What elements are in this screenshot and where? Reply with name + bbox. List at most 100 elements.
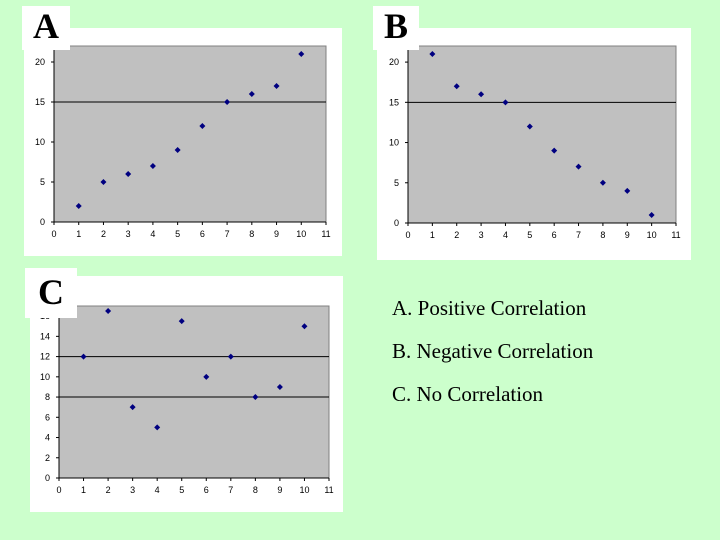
x-tick-label-b: 11 <box>671 230 680 240</box>
panel-label-b: B <box>373 6 419 50</box>
data-point-b <box>551 147 558 154</box>
chart-a-svg: 0 1 2 3 4 5 6 7 8 9 10 11 0 5 10 15 20 <box>35 45 331 239</box>
x-tick-label-b: 10 <box>647 230 657 240</box>
x-tick-label-a: 2 <box>101 229 106 239</box>
x-tick-label-a: 8 <box>249 229 254 239</box>
x-tick-label-a: 1 <box>76 229 81 239</box>
y-tick-label-b: 0 <box>394 218 399 228</box>
y-tick-label-c: 8 <box>45 392 50 402</box>
data-point-c <box>178 318 185 325</box>
panel-label-a: A <box>22 6 70 50</box>
y-tick-label-a: 20 <box>35 57 45 67</box>
x-tick-label-a: 7 <box>225 229 230 239</box>
x-tick-label-c: 4 <box>155 485 160 495</box>
plot-area-a <box>53 45 327 223</box>
data-point-a <box>149 163 156 169</box>
data-point-b <box>648 211 655 218</box>
x-tick-label-a: 9 <box>274 229 279 239</box>
x-tick-label-b: 4 <box>503 230 508 240</box>
x-tick-label-b: 1 <box>430 230 435 240</box>
data-point-c <box>129 404 136 411</box>
panel-label-c: C <box>25 268 77 318</box>
data-point-a <box>174 147 181 153</box>
y-tick-label-c: 10 <box>40 372 50 382</box>
y-tick-label-c: 2 <box>45 453 50 463</box>
legend-item-positive: A. Positive Correlation <box>392 296 587 320</box>
y-tick-label-b: 15 <box>389 97 399 107</box>
x-tick-label-a: 6 <box>200 229 205 239</box>
data-point-b <box>575 163 582 170</box>
data-point-c <box>105 308 112 315</box>
data-point-a <box>298 51 305 57</box>
chart-panel-b: 0 1 2 3 4 5 6 7 8 9 10 11 0 5 10 15 20 <box>377 28 691 260</box>
chart-b-svg: 0 1 2 3 4 5 6 7 8 9 10 11 0 5 10 15 20 <box>389 45 681 240</box>
data-point-b <box>599 179 606 186</box>
x-tick-label-c: 0 <box>56 485 61 495</box>
data-point-a <box>125 171 132 177</box>
y-tick-label-b: 20 <box>389 57 399 67</box>
data-point-b <box>526 123 533 130</box>
x-tick-label-b: 7 <box>576 230 581 240</box>
y-tick-label-c: 6 <box>45 412 50 422</box>
x-tick-label-c: 9 <box>277 485 282 495</box>
x-tick-label-a: 3 <box>126 229 131 239</box>
x-tick-label-c: 3 <box>130 485 135 495</box>
x-tick-label-c: 5 <box>179 485 184 495</box>
x-tick-label-b: 3 <box>479 230 484 240</box>
data-point-a <box>273 83 280 89</box>
y-tick-label-b: 5 <box>394 178 399 188</box>
x-tick-label-c: 10 <box>299 485 309 495</box>
data-point-c <box>203 373 210 380</box>
y-tick-label-a: 5 <box>40 177 45 187</box>
y-tick-label-c: 12 <box>40 352 50 362</box>
data-point-b <box>502 99 509 106</box>
x-tick-label-c: 6 <box>204 485 209 495</box>
x-tick-label-a: 4 <box>150 229 155 239</box>
data-point-a <box>199 123 206 129</box>
y-tick-label-c: 0 <box>45 473 50 483</box>
x-tick-label-a: 10 <box>296 229 306 239</box>
y-tick-label-c: 4 <box>45 433 50 443</box>
chart-c-svg: 012345678910110246810121416 <box>40 305 334 495</box>
data-point-a <box>224 99 231 105</box>
y-tick-label-c: 14 <box>40 331 50 341</box>
x-tick-label-c: 2 <box>106 485 111 495</box>
x-tick-label-a: 11 <box>321 229 330 239</box>
x-tick-label-b: 0 <box>405 230 410 240</box>
correlation-legend: A. Positive Correlation B. Negative Corr… <box>392 294 593 423</box>
y-tick-label-a: 0 <box>40 217 45 227</box>
x-tick-label-c: 7 <box>228 485 233 495</box>
x-tick-label-c: 11 <box>324 485 333 495</box>
x-tick-label-a: 0 <box>51 229 56 239</box>
legend-item-negative: B. Negative Correlation <box>392 339 594 363</box>
chart-panel-a: 0 1 2 3 4 5 6 7 8 9 10 11 0 5 10 15 20 <box>24 28 342 256</box>
data-point-c <box>227 353 234 360</box>
data-point-c <box>276 383 283 390</box>
data-point-b <box>624 187 631 194</box>
data-point-c <box>154 424 161 431</box>
data-point-c <box>301 323 308 330</box>
x-tick-label-c: 1 <box>81 485 86 495</box>
data-point-b <box>478 91 485 98</box>
data-point-b <box>429 51 436 58</box>
data-point-a <box>100 179 107 185</box>
x-tick-label-c: 8 <box>253 485 258 495</box>
x-tick-label-a: 5 <box>175 229 180 239</box>
y-tick-label-a: 10 <box>35 137 45 147</box>
data-point-c <box>80 353 87 360</box>
plot-area-b <box>407 45 677 224</box>
data-point-b <box>453 83 460 90</box>
x-tick-label-b: 9 <box>625 230 630 240</box>
y-tick-label-b: 10 <box>389 138 399 148</box>
y-tick-label-a: 15 <box>35 97 45 107</box>
x-tick-label-b: 8 <box>600 230 605 240</box>
data-point-a <box>75 203 82 209</box>
legend-item-none: C. No Correlation <box>392 382 544 406</box>
chart-panel-c: 012345678910110246810121416 <box>30 276 343 512</box>
x-tick-label-b: 6 <box>552 230 557 240</box>
data-point-c <box>252 394 259 401</box>
data-point-a <box>248 91 255 97</box>
x-tick-label-b: 2 <box>454 230 459 240</box>
plot-area-c <box>58 305 330 479</box>
x-tick-label-b: 5 <box>527 230 532 240</box>
